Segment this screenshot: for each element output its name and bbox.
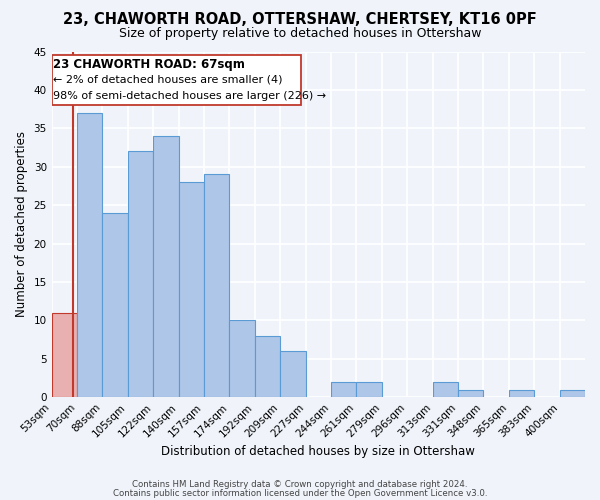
Bar	[153, 136, 179, 397]
Bar	[229, 320, 255, 397]
Bar	[128, 152, 153, 397]
Y-axis label: Number of detached properties: Number of detached properties	[15, 132, 28, 318]
Text: Contains HM Land Registry data © Crown copyright and database right 2024.: Contains HM Land Registry data © Crown c…	[132, 480, 468, 489]
Bar	[255, 336, 280, 397]
Bar	[331, 382, 356, 397]
Bar	[179, 182, 204, 397]
Bar	[433, 382, 458, 397]
Text: 23 CHAWORTH ROAD: 67sqm: 23 CHAWORTH ROAD: 67sqm	[53, 58, 245, 71]
Text: ← 2% of detached houses are smaller (4): ← 2% of detached houses are smaller (4)	[53, 74, 283, 85]
Bar	[77, 113, 103, 397]
Text: Size of property relative to detached houses in Ottershaw: Size of property relative to detached ho…	[119, 28, 481, 40]
Bar	[103, 213, 128, 397]
Bar	[560, 390, 585, 397]
Text: 98% of semi-detached houses are larger (226) →: 98% of semi-detached houses are larger (…	[53, 90, 326, 101]
Text: 23, CHAWORTH ROAD, OTTERSHAW, CHERTSEY, KT16 0PF: 23, CHAWORTH ROAD, OTTERSHAW, CHERTSEY, …	[63, 12, 537, 28]
Text: Contains public sector information licensed under the Open Government Licence v3: Contains public sector information licen…	[113, 488, 487, 498]
Bar	[509, 390, 534, 397]
X-axis label: Distribution of detached houses by size in Ottershaw: Distribution of detached houses by size …	[161, 444, 475, 458]
FancyBboxPatch shape	[52, 56, 301, 106]
Bar	[52, 312, 77, 397]
Bar	[204, 174, 229, 397]
Bar	[458, 390, 484, 397]
Bar	[356, 382, 382, 397]
Bar	[280, 351, 305, 397]
